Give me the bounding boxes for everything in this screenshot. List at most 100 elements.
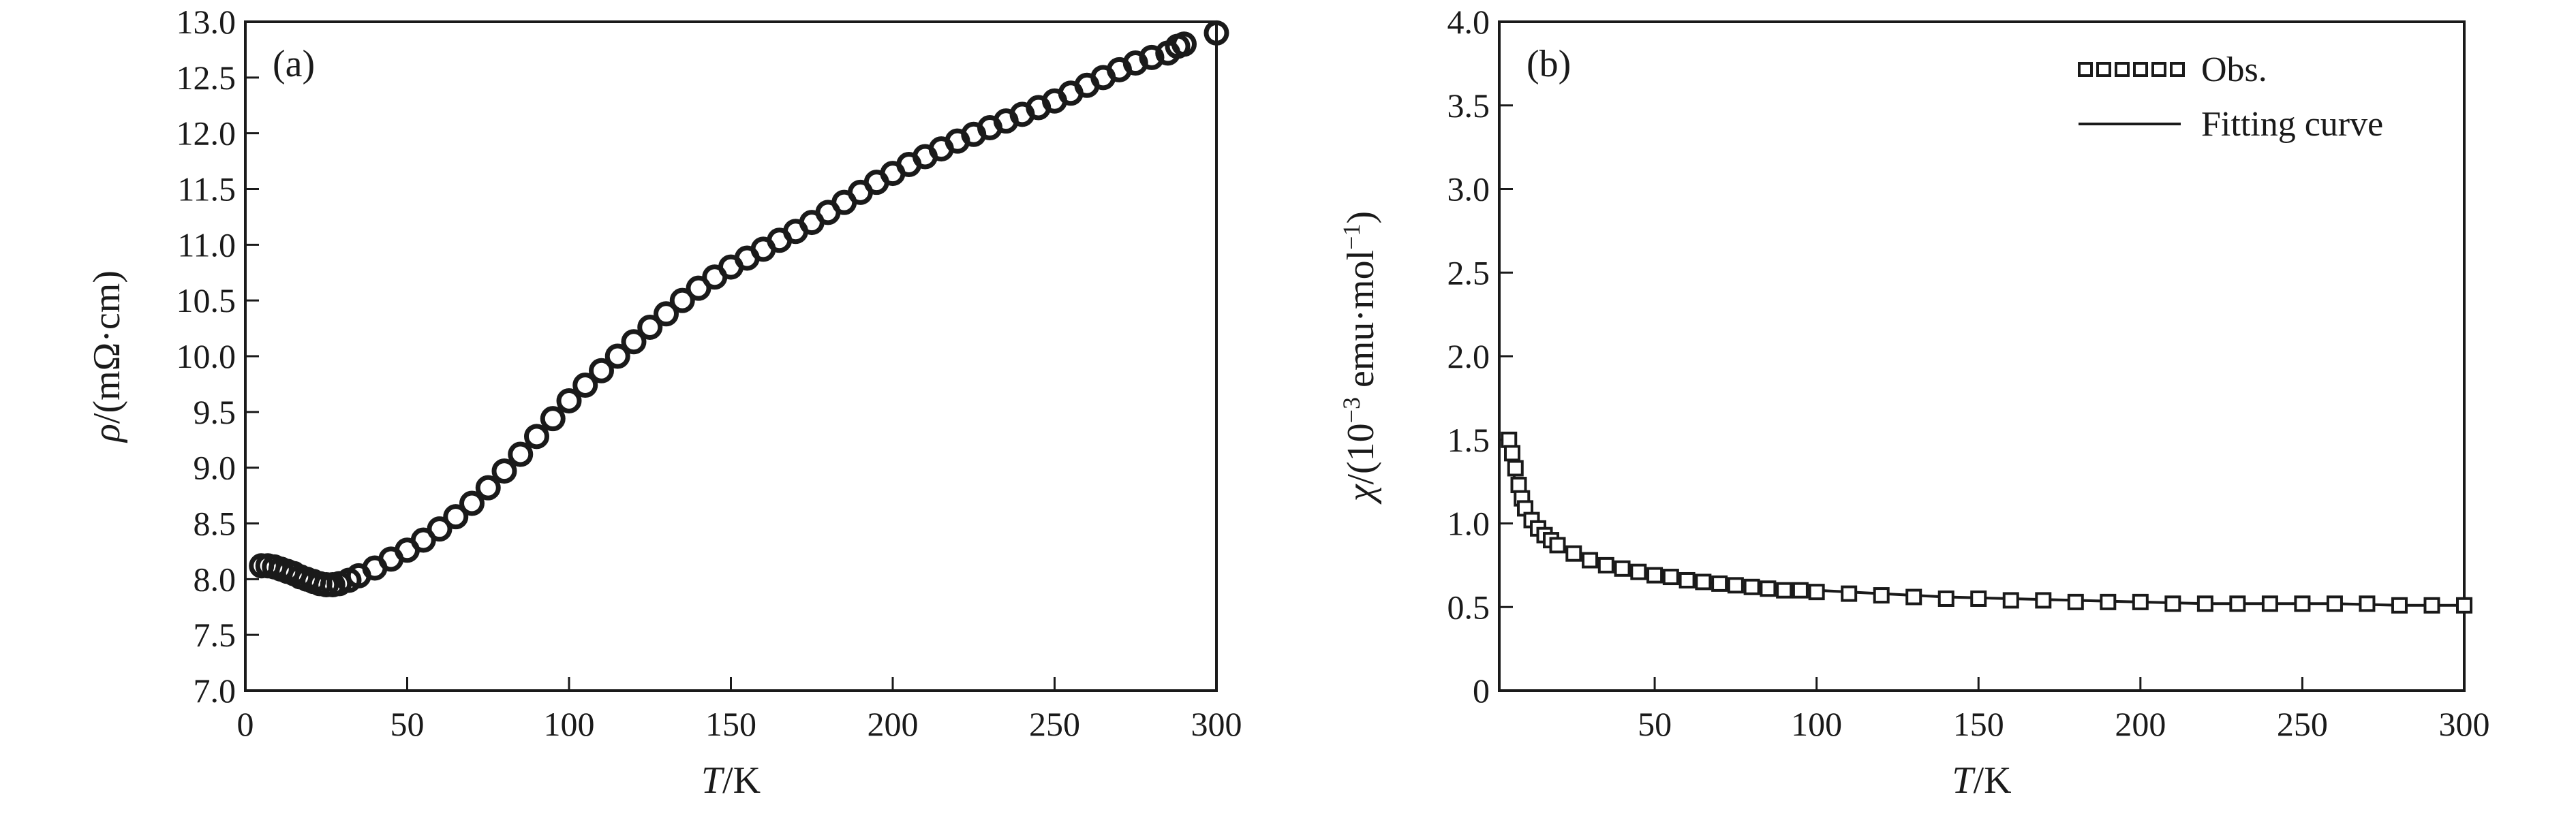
data-point bbox=[2067, 593, 2084, 610]
b-y-tick-label: 0 bbox=[1473, 672, 1490, 710]
panel-b-y-axis-exponent-2: −1 bbox=[1338, 223, 1365, 249]
data-point bbox=[1646, 567, 1663, 584]
data-point bbox=[2359, 595, 2376, 612]
data-point bbox=[1507, 460, 1524, 477]
data-point bbox=[2261, 595, 2278, 612]
panel-b-y-axis-unit-suffix: ) bbox=[1340, 211, 1382, 224]
data-point bbox=[637, 314, 663, 340]
b-y-tick-label: 1.0 bbox=[1447, 505, 1490, 543]
b-x-tick-label: 50 bbox=[1638, 705, 1672, 743]
panel-a-y-axis-title: ρ/(mΩ·cm) bbox=[86, 270, 128, 443]
data-point bbox=[491, 458, 517, 484]
data-point bbox=[1203, 20, 1229, 46]
panel-a-y-axis-unit: /(mΩ·cm) bbox=[86, 270, 128, 424]
b-y-tick-label: 3.0 bbox=[1447, 170, 1490, 208]
data-point bbox=[2100, 593, 2117, 610]
a-x-tick-label: 300 bbox=[1191, 705, 1242, 743]
panel-a-y-axis-symbol: ρ bbox=[86, 424, 128, 443]
panel-b-y-axis-symbol: χ bbox=[1340, 484, 1382, 505]
data-point bbox=[1727, 577, 1744, 594]
data-point bbox=[2164, 595, 2181, 612]
panel-b-y-axis-unit-prefix: /(10 bbox=[1340, 423, 1382, 484]
data-point bbox=[410, 527, 436, 553]
legend-obs-marker bbox=[2096, 62, 2111, 77]
data-point bbox=[1139, 44, 1165, 70]
legend-obs-marker-sample bbox=[2078, 62, 2185, 77]
data-point bbox=[2326, 595, 2343, 612]
data-point bbox=[2391, 597, 2408, 614]
data-point bbox=[1937, 590, 1954, 607]
a-y-tick-label: 11.5 bbox=[177, 170, 236, 208]
a-x-tick-label: 100 bbox=[544, 705, 595, 743]
a-y-tick-label: 8.0 bbox=[194, 560, 236, 598]
data-point bbox=[443, 504, 469, 530]
data-point bbox=[475, 475, 501, 501]
panel-a-x-ticks: 0 50 100 150 200 250 300 bbox=[237, 677, 1242, 743]
data-point bbox=[1662, 569, 1679, 586]
data-point bbox=[1501, 431, 1518, 448]
a-x-tick-label: 50 bbox=[390, 705, 425, 743]
data-point bbox=[2132, 593, 2149, 610]
data-point bbox=[1597, 556, 1614, 573]
b-x-tick-label: 250 bbox=[2277, 705, 2328, 743]
a-y-tick-label: 8.5 bbox=[194, 505, 236, 543]
a-y-tick-label: 12.0 bbox=[177, 114, 236, 153]
a-x-tick-label: 200 bbox=[868, 705, 919, 743]
panel-a-data-points bbox=[249, 20, 1229, 598]
panel-b-y-ticks: 0 0.5 1.0 1.5 2.0 2.5 3.0 3.5 4.0 bbox=[1447, 3, 1513, 710]
b-y-tick-label: 1.5 bbox=[1447, 421, 1490, 459]
a-x-tick-label: 0 bbox=[237, 705, 254, 743]
a-y-tick-label: 7.0 bbox=[194, 672, 236, 710]
a-x-tick-label: 250 bbox=[1029, 705, 1080, 743]
b-x-tick-label: 300 bbox=[2439, 705, 2490, 743]
panel-a-x-axis-unit: /K bbox=[722, 759, 761, 802]
data-point bbox=[1776, 582, 1793, 599]
legend-fitting-curve-label: Fitting curve bbox=[2201, 105, 2383, 144]
panel-b-x-axis-title: T/K bbox=[1952, 759, 2011, 802]
data-point bbox=[604, 343, 630, 369]
data-point bbox=[2423, 597, 2440, 614]
panel-b-x-axis-symbol: T bbox=[1952, 759, 1976, 802]
a-y-tick-label: 9.0 bbox=[194, 449, 236, 487]
panel-b-x-ticks: 50 100 150 200 250 300 bbox=[1638, 677, 2490, 743]
legend-obs-marker bbox=[2115, 62, 2130, 77]
data-point bbox=[1630, 563, 1647, 580]
data-point bbox=[459, 490, 485, 516]
data-point bbox=[1171, 31, 1197, 57]
data-point bbox=[1711, 575, 1728, 592]
b-x-tick-label: 100 bbox=[1791, 705, 1842, 743]
data-point bbox=[1614, 560, 1631, 577]
data-point bbox=[1565, 545, 1582, 562]
data-point bbox=[540, 406, 566, 432]
data-point bbox=[654, 301, 679, 327]
a-y-tick-label: 13.0 bbox=[177, 3, 236, 41]
data-point bbox=[2294, 595, 2311, 612]
b-y-tick-label: 0.5 bbox=[1447, 588, 1490, 626]
data-point bbox=[1808, 584, 1825, 601]
legend-obs-label: Obs. bbox=[2201, 50, 2267, 89]
panel-a-x-axis-title: T/K bbox=[701, 759, 761, 802]
panel-b-data-points bbox=[1501, 431, 2472, 614]
legend-obs-marker bbox=[2078, 62, 2093, 77]
data-point bbox=[1743, 578, 1760, 595]
data-point bbox=[2196, 595, 2213, 612]
data-point bbox=[1760, 580, 1777, 597]
data-point bbox=[1549, 537, 1566, 554]
a-y-tick-label: 11.0 bbox=[177, 225, 236, 264]
legend-obs-marker bbox=[2133, 62, 2148, 77]
panel-b-y-axis-title: χ/(10−3 emu·mol−1) bbox=[1338, 211, 1382, 505]
data-point bbox=[686, 275, 711, 301]
b-x-tick-label: 200 bbox=[2115, 705, 2166, 743]
data-point bbox=[1582, 552, 1599, 569]
data-point bbox=[1792, 582, 1809, 599]
data-point bbox=[508, 441, 534, 467]
panel-b-legend: Obs. Fitting curve bbox=[2078, 50, 2383, 144]
data-point bbox=[524, 424, 549, 450]
a-y-tick-label: 10.5 bbox=[177, 281, 236, 319]
a-y-tick-label: 12.5 bbox=[177, 59, 236, 97]
data-point bbox=[1678, 571, 1696, 588]
panel-b-y-axis-exponent-1: −3 bbox=[1338, 397, 1365, 423]
b-x-tick-label: 150 bbox=[1953, 705, 2004, 743]
a-y-tick-label: 9.5 bbox=[194, 393, 236, 431]
panel-a-resistivity: 7.0 7.5 8.0 8.5 9.0 9.5 10.0 10.5 11.0 11.5 12.0 12… bbox=[86, 3, 1242, 802]
